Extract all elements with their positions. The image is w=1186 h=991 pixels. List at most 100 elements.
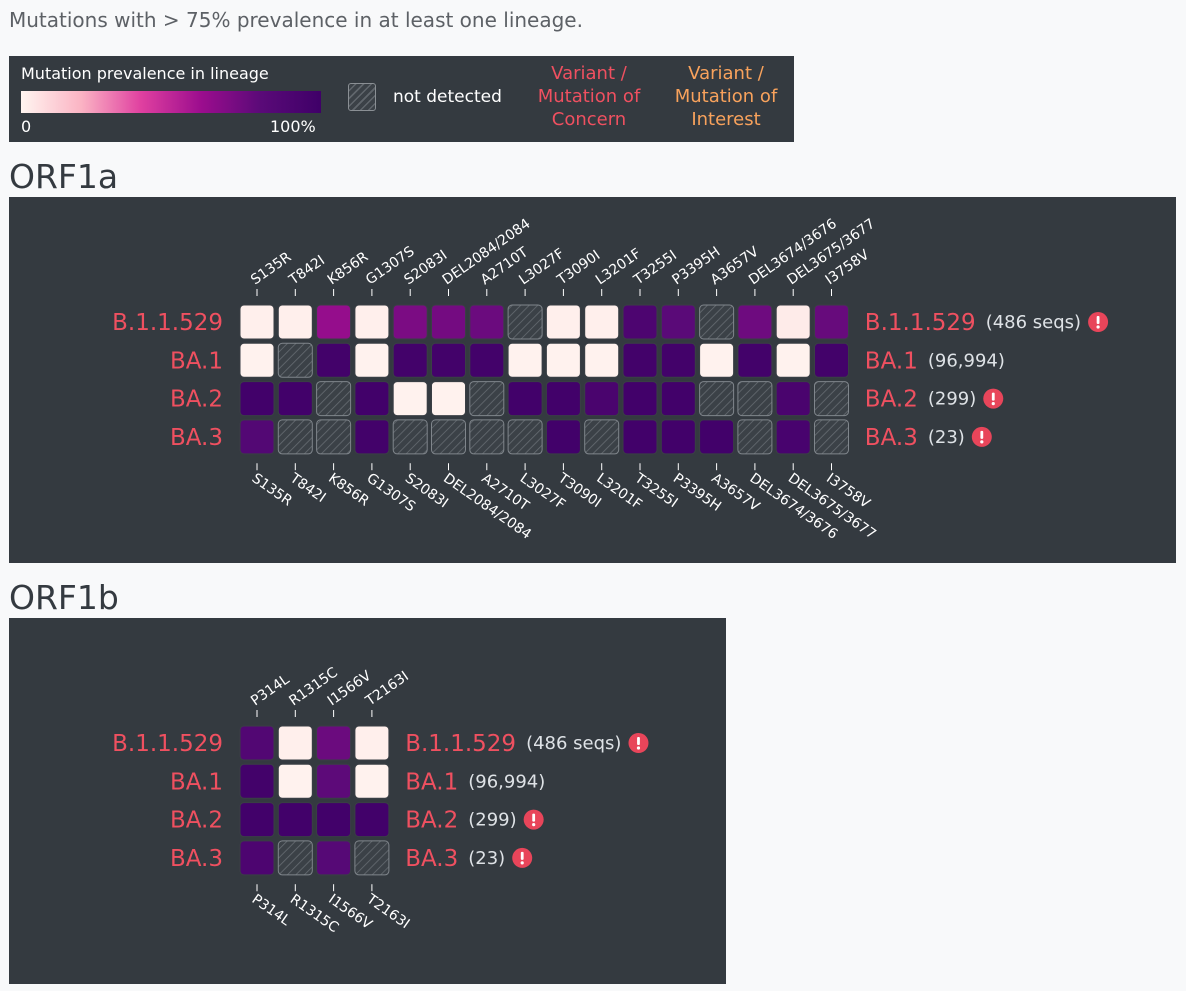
heatmap-cell-ba-1-p314l[interactable]: [239, 763, 275, 799]
heatmap-cell-ba-3-a2710t[interactable]: [469, 419, 505, 455]
heatmap-cell-ba-2-t842i[interactable]: [277, 381, 313, 417]
heatmap-cell-ba-2-t2163i[interactable]: [354, 802, 390, 838]
heatmap-cell-ba-1-t842i[interactable]: [277, 342, 313, 378]
heatmap-cell-ba-1-i3758v[interactable]: [814, 342, 849, 378]
lineage-label-left-ba-2[interactable]: BA.2: [170, 808, 223, 834]
heatmap-cell-b-1-1-529-k856r[interactable]: [316, 304, 352, 340]
heatmap-cell-b-1-1-529-l3201f[interactable]: [584, 304, 620, 340]
heatmap-cell-b-1-1-529-t842i[interactable]: [277, 304, 313, 340]
heatmap-cell-ba-2-s135r[interactable]: [239, 381, 275, 417]
lineage-label-left-ba-1[interactable]: BA.1: [170, 348, 223, 374]
heatmap-cell-b-1-1-529-t2163i[interactable]: [354, 725, 390, 761]
heatmap-cell-ba-3-del2084-2084[interactable]: [431, 419, 466, 455]
heatmap-cell-ba-3-t2163i[interactable]: [354, 840, 390, 876]
heatmap-cell-b-1-1-529-i1566v[interactable]: [316, 725, 352, 761]
heatmap-cell-b-1-1-529-g1307s[interactable]: [354, 304, 390, 340]
heatmap-cell-ba-3-l3201f[interactable]: [584, 419, 620, 455]
heatmap-cell-ba-2-i1566v[interactable]: [316, 802, 352, 838]
warning-icon[interactable]: [628, 733, 649, 753]
lineage-label-right-b-1-1-529[interactable]: B.1.1.529: [405, 731, 516, 757]
heatmap-cell-ba-3-del3675-3677[interactable]: [775, 419, 811, 455]
heatmap-cell-ba-2-t3090i[interactable]: [545, 381, 581, 417]
lineage-label-left-ba-1[interactable]: BA.1: [170, 769, 223, 795]
heatmap-cell-ba-2-s2083i[interactable]: [392, 381, 428, 417]
heatmap-cell-ba-2-g1307s[interactable]: [354, 381, 390, 417]
heatmap-cell-ba-3-s2083i[interactable]: [392, 419, 428, 455]
heatmap-cell-ba-1-g1307s[interactable]: [354, 342, 390, 378]
heatmap-cell-ba-2-k856r[interactable]: [316, 381, 352, 417]
heatmap-cell-ba-1-del2084-2084[interactable]: [431, 342, 466, 378]
heatmap-cell-ba-2-a2710t[interactable]: [469, 381, 505, 417]
heatmap-cell-ba-3-g1307s[interactable]: [354, 419, 390, 455]
heatmap-cell-ba-3-l3027f[interactable]: [507, 419, 543, 455]
heatmap-cell-ba-1-i1566v[interactable]: [316, 763, 352, 799]
lineage-label-right-ba-3[interactable]: BA.3: [865, 425, 918, 451]
heatmap-cell-ba-3-t842i[interactable]: [277, 419, 313, 455]
warning-icon[interactable]: [512, 847, 533, 868]
heatmap-cell-ba-1-s135r[interactable]: [239, 342, 275, 378]
lineage-label-right-b-1-1-529[interactable]: B.1.1.529: [865, 310, 976, 336]
heatmap-cell-ba-2-l3027f[interactable]: [507, 381, 543, 417]
heatmap-cell-ba-1-k856r[interactable]: [316, 342, 352, 378]
heatmap-cell-ba-1-a3657v[interactable]: [699, 342, 735, 378]
lineage-label-right-ba-2[interactable]: BA.2: [865, 387, 918, 413]
heatmap-cell-b-1-1-529-r1315c[interactable]: [277, 725, 313, 761]
warning-icon[interactable]: [1088, 312, 1109, 332]
lineage-label-left-ba-3[interactable]: BA.3: [170, 846, 223, 872]
lineage-label-left-ba-3[interactable]: BA.3: [170, 425, 223, 451]
heatmap-cell-ba-2-p314l[interactable]: [239, 802, 275, 838]
heatmap-cell-ba-3-p314l[interactable]: [239, 840, 275, 876]
heatmap-cell-ba-2-del3675-3677[interactable]: [775, 381, 811, 417]
heatmap-cell-ba-2-del2084-2084[interactable]: [431, 381, 466, 417]
heatmap-cell-b-1-1-529-a3657v[interactable]: [699, 304, 735, 340]
heatmap-cell-ba-2-del3674-3676[interactable]: [737, 381, 773, 417]
heatmap-cell-ba-2-p3395h[interactable]: [660, 381, 696, 417]
heatmap-cell-b-1-1-529-s2083i[interactable]: [392, 304, 428, 340]
heatmap-cell-ba-3-t3090i[interactable]: [545, 419, 581, 455]
lineage-label-right-ba-1[interactable]: BA.1: [865, 348, 918, 374]
heatmap-cell-ba-1-del3675-3677[interactable]: [775, 342, 811, 378]
heatmap-cell-ba-3-del3674-3676[interactable]: [737, 419, 773, 455]
heatmap-cell-ba-3-s135r[interactable]: [239, 419, 275, 455]
lineage-label-right-ba-2[interactable]: BA.2: [405, 808, 458, 834]
warning-icon[interactable]: [971, 426, 992, 447]
heatmap-cell-ba-1-a2710t[interactable]: [469, 342, 505, 378]
heatmap-cell-ba-1-p3395h[interactable]: [660, 342, 696, 378]
heatmap-cell-b-1-1-529-t3255i[interactable]: [622, 304, 658, 340]
lineage-label-left-b-1-1-529[interactable]: B.1.1.529: [112, 310, 223, 336]
heatmap-cell-ba-2-t3255i[interactable]: [622, 381, 658, 417]
heatmap-cell-b-1-1-529-i3758v[interactable]: [814, 304, 849, 340]
heatmap-cell-ba-1-r1315c[interactable]: [277, 763, 313, 799]
heatmap-cell-ba-3-r1315c[interactable]: [277, 840, 313, 876]
heatmap-cell-b-1-1-529-a2710t[interactable]: [469, 304, 505, 340]
heatmap-cell-ba-1-l3027f[interactable]: [507, 342, 543, 378]
heatmap-cell-b-1-1-529-p314l[interactable]: [239, 725, 275, 761]
heatmap-cell-ba-2-r1315c[interactable]: [277, 802, 313, 838]
heatmap-cell-b-1-1-529-p3395h[interactable]: [660, 304, 696, 340]
heatmap-cell-ba-2-i3758v[interactable]: [814, 381, 849, 417]
lineage-label-right-ba-3[interactable]: BA.3: [405, 846, 458, 872]
warning-icon[interactable]: [983, 388, 1004, 409]
heatmap-cell-b-1-1-529-s135r[interactable]: [239, 304, 275, 340]
heatmap-cell-b-1-1-529-del3674-3676[interactable]: [737, 304, 773, 340]
heatmap-cell-ba-1-l3201f[interactable]: [584, 342, 620, 378]
heatmap-cell-b-1-1-529-del3675-3677[interactable]: [775, 304, 811, 340]
heatmap-cell-ba-1-t3255i[interactable]: [622, 342, 658, 378]
heatmap-cell-ba-1-t3090i[interactable]: [545, 342, 581, 378]
heatmap-cell-ba-3-a3657v[interactable]: [699, 419, 735, 455]
heatmap-cell-ba-3-t3255i[interactable]: [622, 419, 658, 455]
heatmap-cell-ba-2-a3657v[interactable]: [699, 381, 735, 417]
heatmap-cell-ba-3-p3395h[interactable]: [660, 419, 696, 455]
warning-icon[interactable]: [523, 809, 544, 830]
heatmap-cell-b-1-1-529-del2084-2084[interactable]: [431, 304, 466, 340]
lineage-label-right-ba-1[interactable]: BA.1: [405, 769, 458, 795]
heatmap-cell-ba-2-l3201f[interactable]: [584, 381, 620, 417]
lineage-label-left-ba-2[interactable]: BA.2: [170, 387, 223, 413]
heatmap-cell-ba-3-i1566v[interactable]: [316, 840, 352, 876]
heatmap-cell-ba-1-t2163i[interactable]: [354, 763, 390, 799]
heatmap-cell-ba-1-s2083i[interactable]: [392, 342, 428, 378]
heatmap-cell-ba-3-k856r[interactable]: [316, 419, 352, 455]
lineage-label-left-b-1-1-529[interactable]: B.1.1.529: [112, 731, 223, 757]
heatmap-cell-ba-1-del3674-3676[interactable]: [737, 342, 773, 378]
heatmap-cell-b-1-1-529-t3090i[interactable]: [545, 304, 581, 340]
